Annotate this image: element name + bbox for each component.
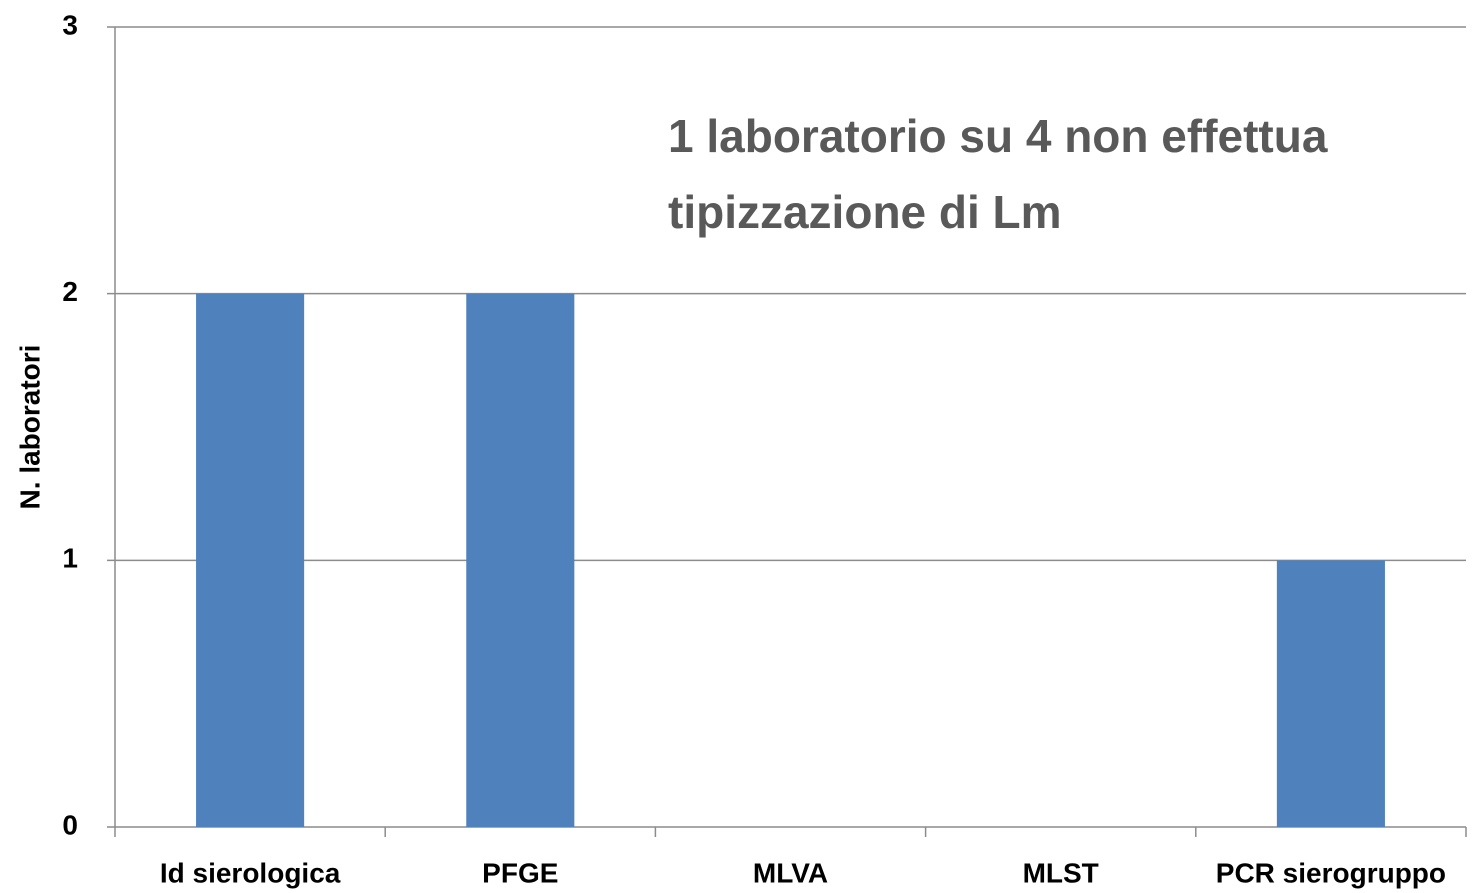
x-tick-label: MLST: [1023, 857, 1099, 888]
y-tick-label: 3: [62, 9, 78, 40]
y-tick-label: 0: [62, 809, 78, 840]
annotation: tipizzazione di Lm: [668, 186, 1062, 238]
y-tick-label: 1: [62, 543, 78, 574]
x-tick-label: MLVA: [753, 857, 828, 888]
annotation: 1 laboratorio su 4 non effettua: [668, 110, 1328, 162]
x-tick-label: PFGE: [482, 857, 558, 888]
x-tick-label: Id sierologica: [160, 857, 341, 888]
x-tick-label: PCR sierogruppo: [1216, 857, 1446, 888]
bar: [466, 293, 575, 828]
bar: [196, 293, 305, 828]
y-axis-title: N. laboratori: [14, 345, 45, 510]
y-tick-label: 2: [62, 276, 78, 307]
bar: [1276, 560, 1385, 827]
